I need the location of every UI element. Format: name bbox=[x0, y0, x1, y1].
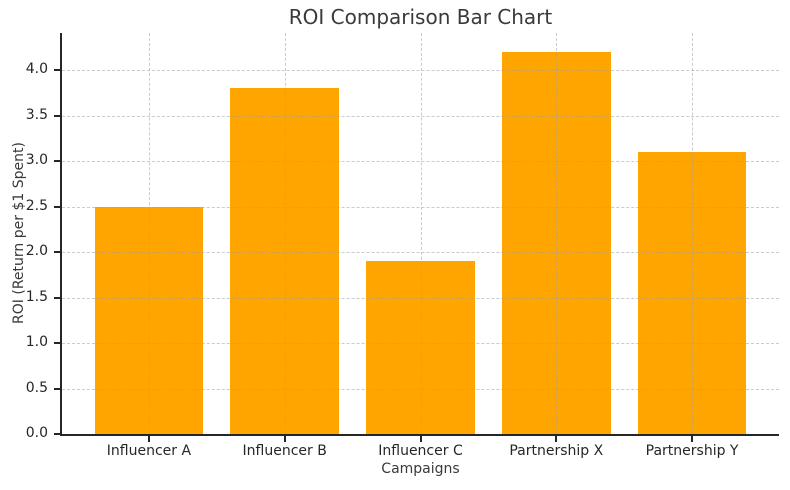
x-tick-label-partnership-y: Partnership Y bbox=[645, 443, 739, 459]
gridline-x-partnership-y bbox=[692, 33, 694, 434]
y-tick-mark bbox=[54, 342, 60, 345]
bar-influencer-c bbox=[366, 261, 475, 434]
bar-influencer-b bbox=[230, 88, 339, 434]
gridline-x-influencer-a bbox=[148, 33, 150, 434]
x-tick-label-influencer-c: Influencer C bbox=[378, 443, 463, 459]
y-tick-label: 0.5 bbox=[25, 379, 48, 396]
gridline-x-influencer-c bbox=[420, 33, 422, 434]
x-tick-mark bbox=[691, 436, 694, 442]
y-axis-label: ROI (Return per $1 Spent) bbox=[11, 142, 27, 324]
y-tick-mark bbox=[54, 433, 60, 435]
x-tick-label-partnership-x: Partnership X bbox=[509, 443, 604, 459]
y-tick-mark bbox=[54, 160, 60, 163]
x-axis-label: Campaigns bbox=[381, 461, 460, 477]
plot-area: 0.0 0.5 1.0 1.5 2.0 2.5 3.0 3.5 4.0 Influencer A I… bbox=[26, 33, 779, 459]
x-tick-mark bbox=[419, 436, 422, 442]
y-tick-label: 0.0 bbox=[25, 425, 48, 441]
y-tick-label: 2.5 bbox=[25, 197, 48, 214]
x-tick-label-influencer-b: Influencer B bbox=[242, 443, 327, 459]
x-axis-spine bbox=[60, 434, 779, 436]
y-tick-mark bbox=[54, 205, 60, 208]
y-tick-mark bbox=[54, 387, 60, 390]
gridline-x-partnership-x bbox=[556, 33, 558, 434]
y-tick-label: 4.0 bbox=[25, 61, 48, 78]
y-tick-mark bbox=[54, 69, 60, 72]
y-tick-mark bbox=[54, 251, 60, 254]
y-tick-label: 2.0 bbox=[25, 243, 48, 260]
y-tick-label: 1.5 bbox=[25, 288, 48, 305]
y-tick-label: 1.0 bbox=[25, 334, 48, 351]
y-tick-mark bbox=[54, 296, 60, 299]
chart-title: ROI Comparison Bar Chart bbox=[288, 5, 553, 29]
x-tick-mark bbox=[283, 436, 286, 442]
x-tick-mark bbox=[147, 436, 150, 442]
gridline-x-influencer-b bbox=[284, 33, 286, 434]
x-tick-label-influencer-a: Influencer A bbox=[106, 443, 192, 459]
bar-influencer-a bbox=[94, 206, 204, 434]
y-tick-mark bbox=[54, 114, 60, 117]
x-tick-mark bbox=[555, 436, 558, 442]
y-tick-label: 3.0 bbox=[25, 152, 48, 169]
y-tick-label: 3.5 bbox=[25, 106, 48, 123]
y-axis-spine bbox=[60, 33, 62, 434]
